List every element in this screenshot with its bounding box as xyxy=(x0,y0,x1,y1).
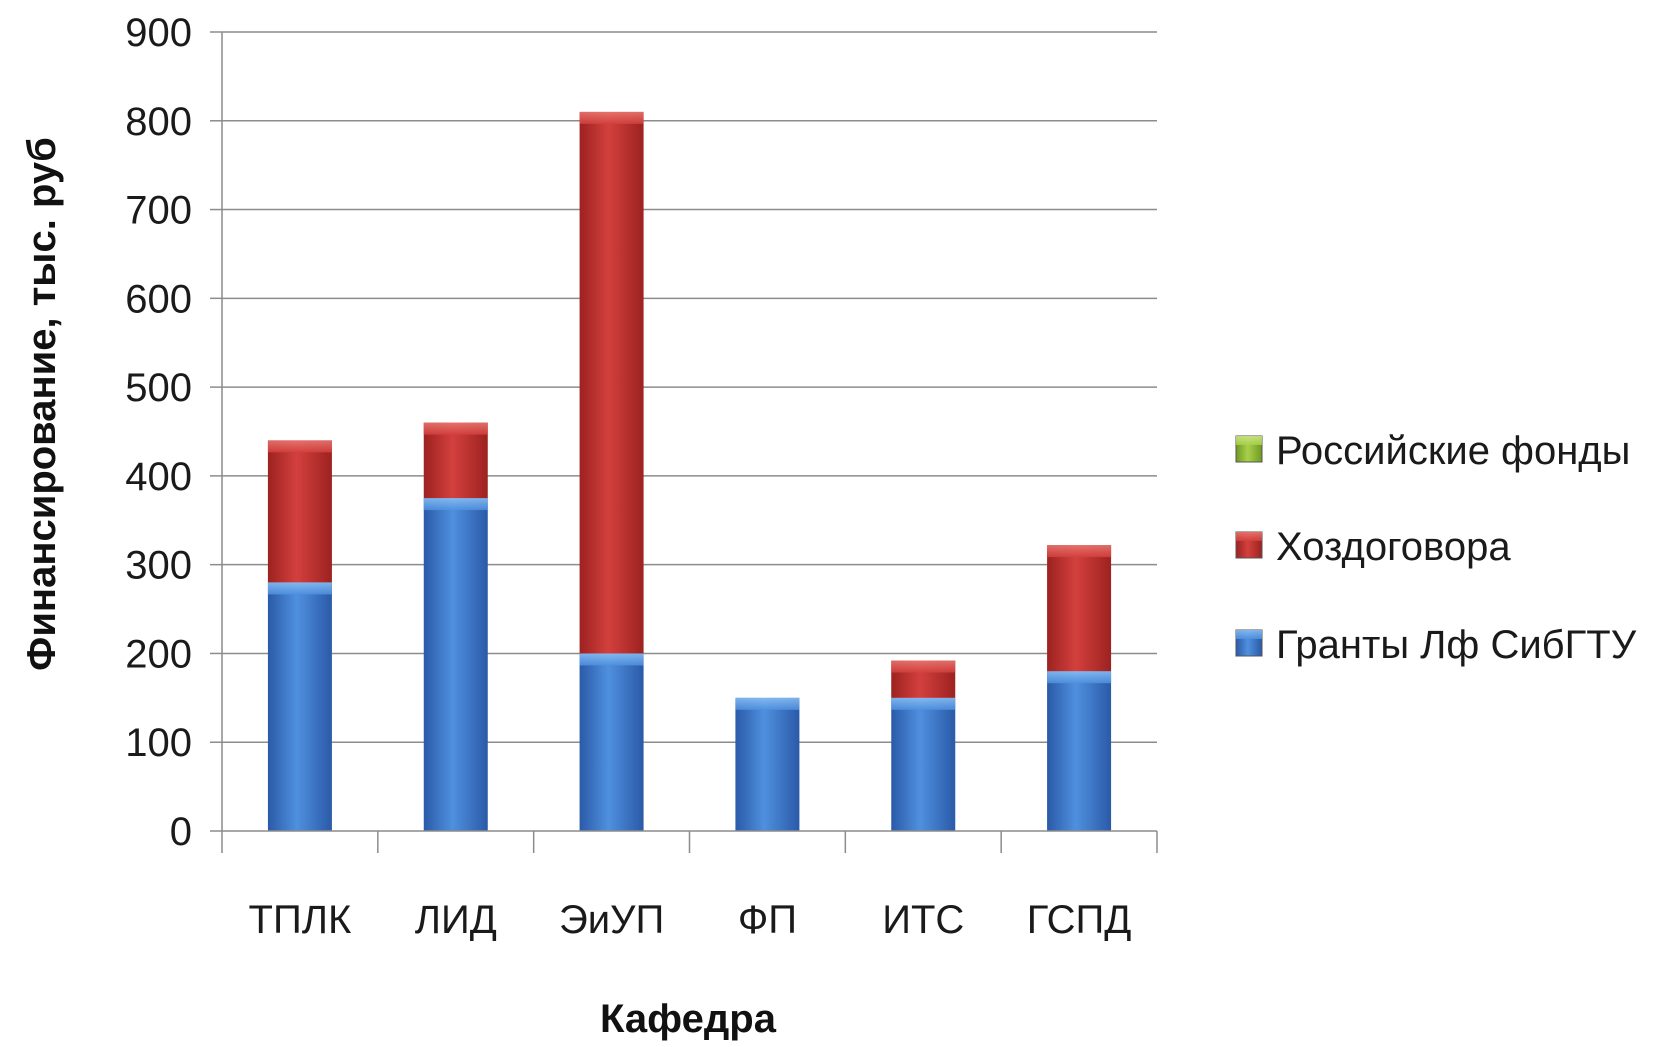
y-tick-label: 900 xyxy=(125,11,192,55)
bars xyxy=(267,111,1112,831)
bar-segment-cap xyxy=(423,498,488,511)
y-tick-label: 300 xyxy=(125,544,192,588)
bar-segment-grants xyxy=(891,697,956,831)
x-tick-label: ФП xyxy=(738,898,797,942)
bar-segment-cap xyxy=(1047,545,1112,558)
gridlines xyxy=(222,31,1157,743)
legend-swatch-cap xyxy=(1236,630,1262,639)
bar-segment-cap xyxy=(1047,671,1112,684)
y-tick-label: 700 xyxy=(125,189,192,233)
bar-segment-contracts xyxy=(1047,545,1112,672)
axes xyxy=(210,31,1158,853)
y-tick-label: 200 xyxy=(125,632,192,676)
y-tick-label: 400 xyxy=(125,455,192,499)
bar-segment-contracts xyxy=(579,111,644,654)
bar-segment-cap xyxy=(267,582,332,595)
bar-segment-contracts xyxy=(267,440,332,583)
y-tick-label: 500 xyxy=(125,366,192,410)
y-tick-label: 600 xyxy=(125,277,192,321)
bar-segment-cap xyxy=(735,697,800,710)
x-tick-label: ЭиУП xyxy=(559,898,664,942)
x-tick-label: ИТС xyxy=(882,898,964,942)
legend-label: Российские фонды xyxy=(1276,429,1630,473)
x-tick-labels: ТПЛК ЛИД ЭиУП ФП ИТС ГСПД xyxy=(249,898,1132,942)
bar-segment-grants xyxy=(579,653,644,831)
legend-label: Гранты Лф СибГТУ xyxy=(1276,623,1637,667)
bar-segment-cap xyxy=(267,440,332,453)
bar-segment-cap xyxy=(579,111,644,124)
legend: Российские фонды Хоздоговора Гранты Лф Сиб… xyxy=(1235,429,1637,667)
legend-item: Российские фонды xyxy=(1235,429,1630,473)
legend-item: Хоздоговора xyxy=(1235,525,1511,569)
bar-segment-grants xyxy=(1047,671,1112,831)
legend-swatch-cap xyxy=(1236,532,1262,541)
y-axis-title: Финансирование, тыс. руб xyxy=(20,137,64,671)
y-tick-label: 100 xyxy=(125,721,192,765)
legend-swatch-cap xyxy=(1236,436,1262,445)
bar-segment-contracts xyxy=(423,422,488,499)
bar-segment-cap xyxy=(423,422,488,435)
x-tick-label: ТПЛК xyxy=(249,898,352,942)
x-tick-label: ГСПД xyxy=(1027,898,1132,942)
x-axis-title: Кафедра xyxy=(600,997,777,1041)
bar-segment-cap xyxy=(579,653,644,666)
legend-item: Гранты Лф СибГТУ xyxy=(1235,623,1637,667)
bar-segment-cap xyxy=(891,697,956,710)
bar-segment-grants xyxy=(423,498,488,831)
y-tick-labels: 0 100 200 300 400 500 600 700 800 900 xyxy=(125,11,192,854)
bar-segment-cap xyxy=(891,660,956,673)
y-tick-label: 0 xyxy=(170,810,192,854)
x-tick-label: ЛИД xyxy=(415,898,497,942)
legend-label: Хоздоговора xyxy=(1276,525,1511,569)
y-tick-label: 800 xyxy=(125,100,192,144)
bar-segment-grants xyxy=(267,582,332,831)
bar-segment-grants xyxy=(735,697,800,831)
